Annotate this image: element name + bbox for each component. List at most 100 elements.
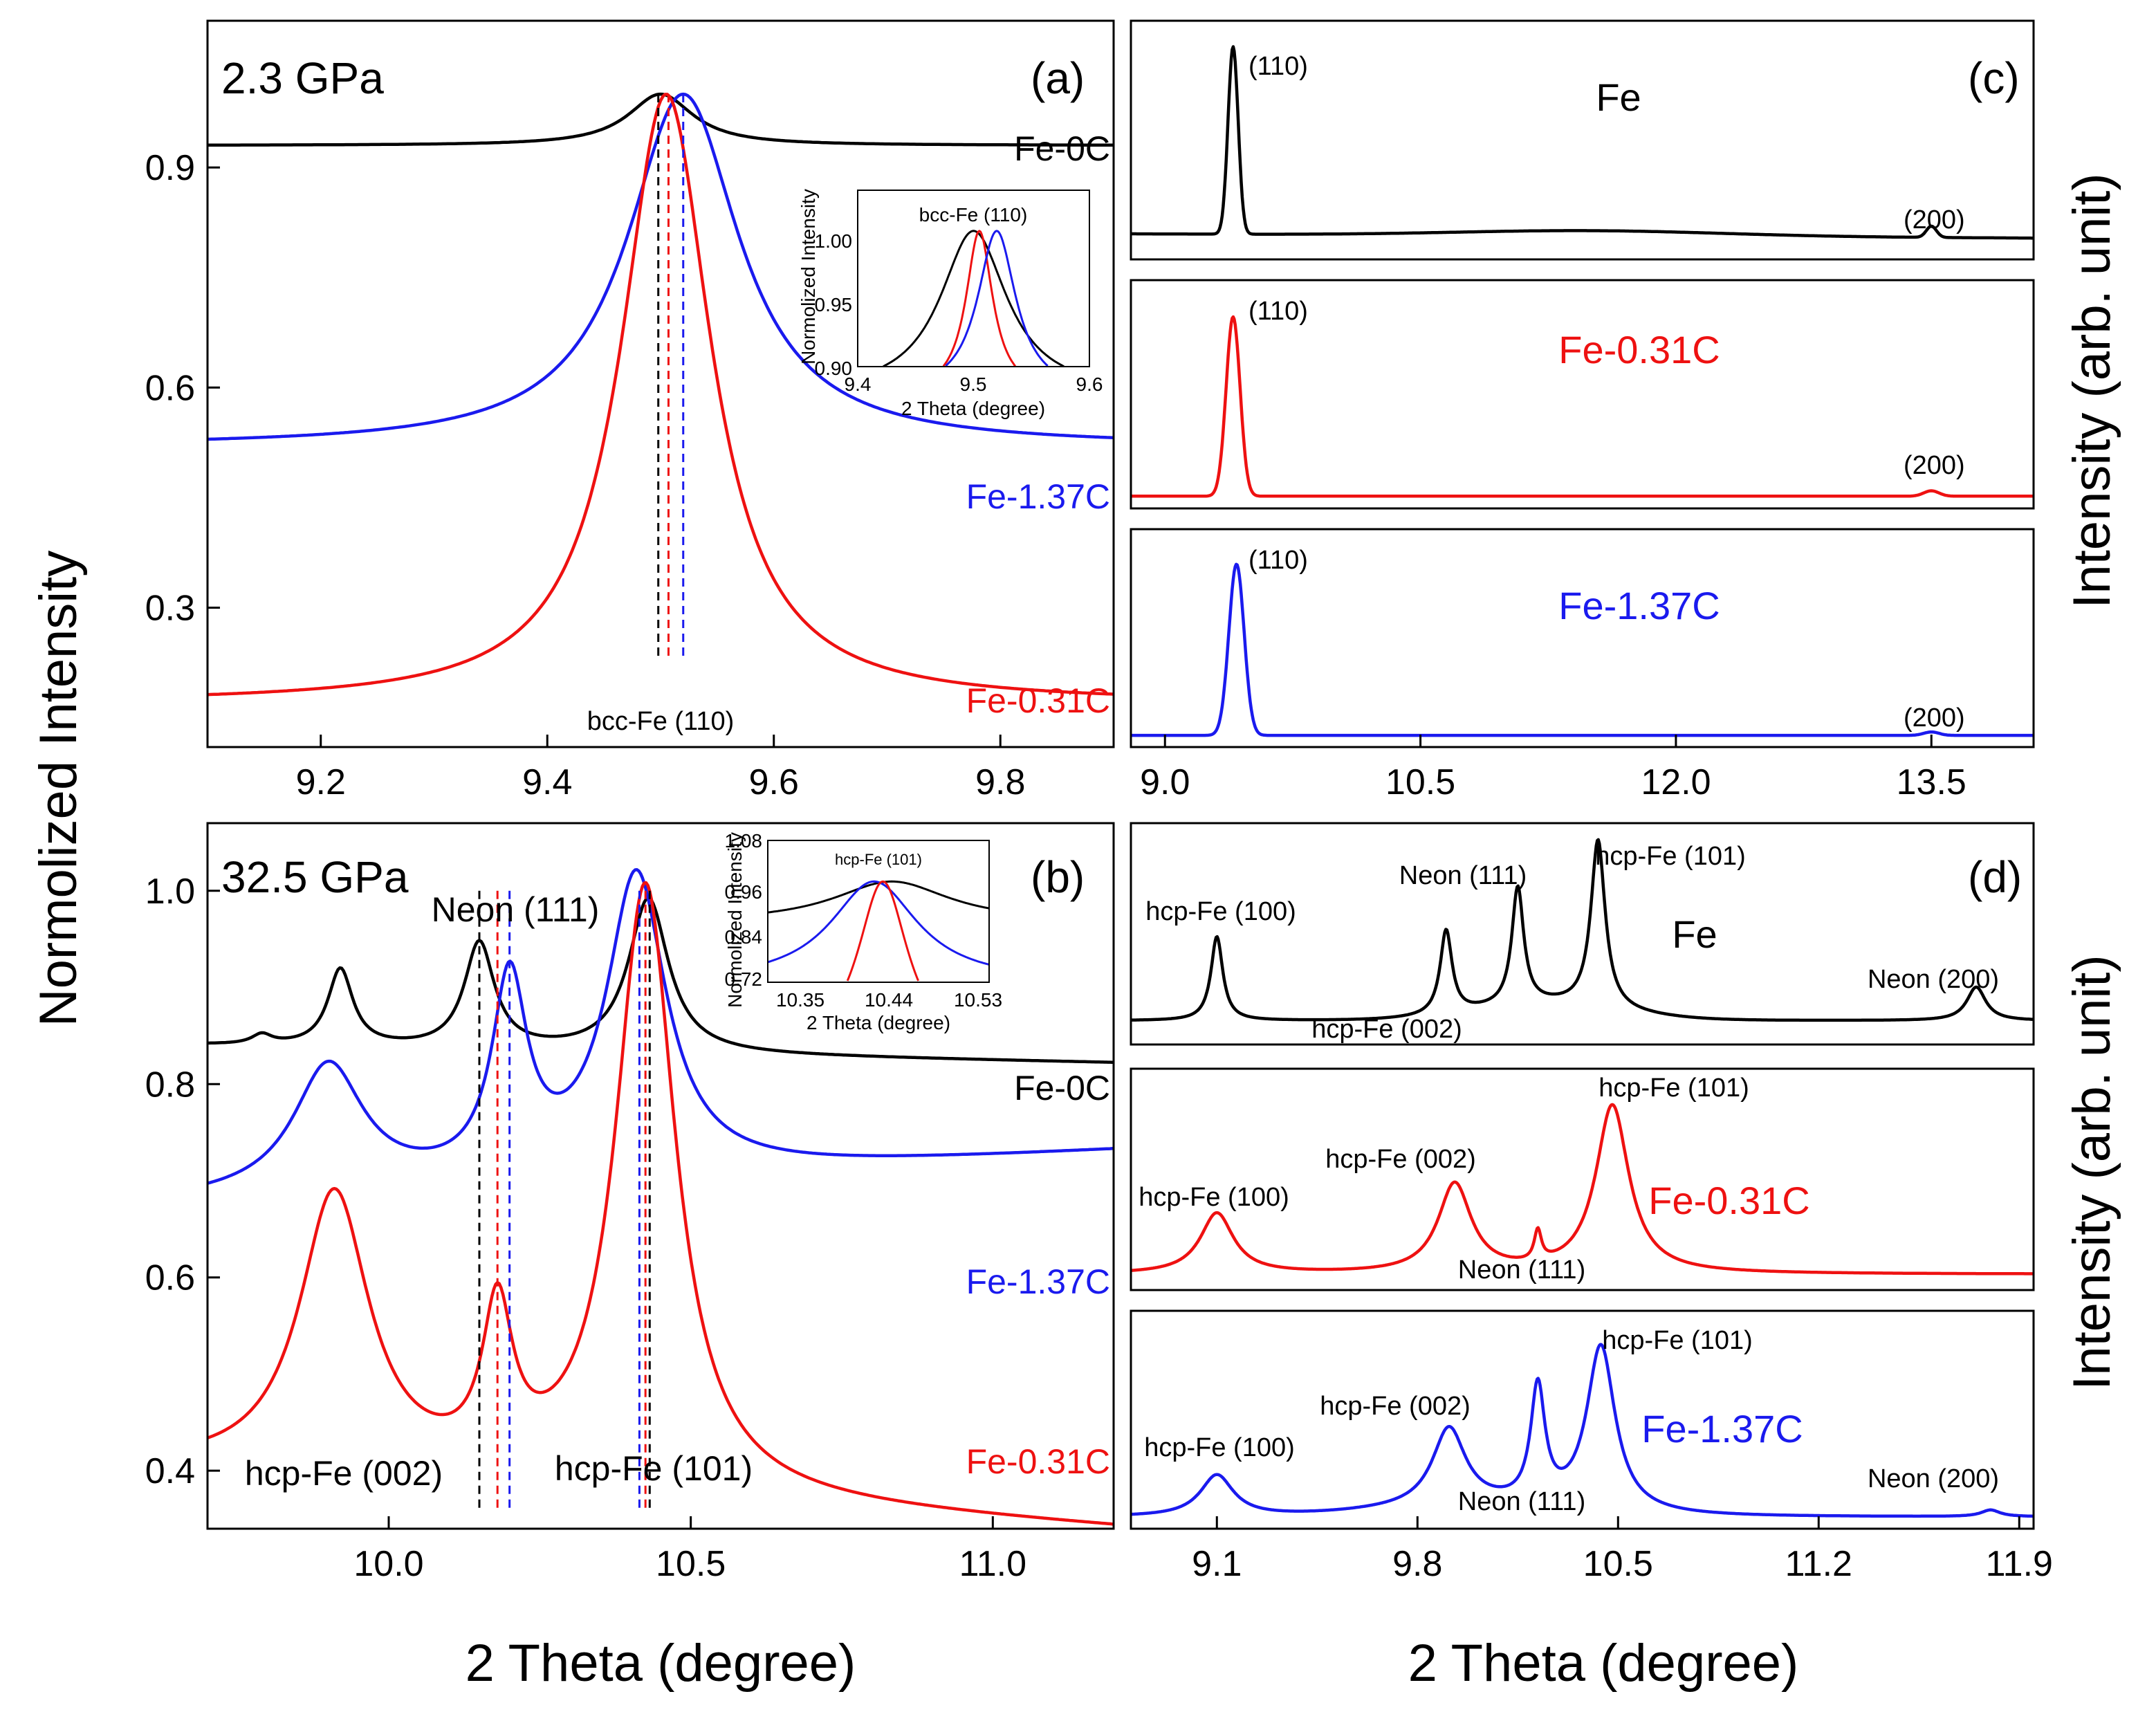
panel-d-xtick-label-3: 11.2 — [1785, 1544, 1852, 1584]
panel-a-label: (a) — [1031, 53, 1085, 103]
panel-d-series-2 — [1130, 1343, 2034, 1518]
inset-b-ytick-1: 0.84 — [725, 926, 763, 948]
d2-hcp002: hcp-Fe (002) — [1325, 1145, 1476, 1174]
inset-a-ylabel: Normolized Intensity — [798, 189, 819, 365]
inset-b-ytick-2: 0.96 — [725, 881, 763, 903]
panel-b-xtick-label-1: 10.5 — [656, 1544, 726, 1584]
panel-d-label: (d) — [1968, 852, 2022, 902]
panel-d-xtick-label-1: 9.8 — [1392, 1544, 1442, 1584]
inset-a-xlabel: 2 Theta (degree) — [901, 398, 1045, 419]
inset-b-xtick-2: 10.53 — [954, 989, 1002, 1011]
panel-c-name-fe031c: Fe-0.31C — [1558, 328, 1720, 371]
panel-b-frame — [206, 822, 1115, 1530]
panel-a-xtick-label-0: 9.2 — [296, 762, 346, 802]
panel-c-frame-1 — [1130, 279, 2035, 510]
panel-b-curves — [207, 868, 1114, 1526]
panel-c-fe-110: (110) — [1249, 52, 1308, 81]
inset-b-xtick-0: 10.35 — [776, 989, 824, 1011]
panel-b-series-0 — [208, 896, 1114, 1064]
panel-a-xtick-label-3: 9.8 — [975, 762, 1025, 802]
panel-c-fe031c-110: (110) — [1249, 297, 1308, 326]
panel-c-series-0 — [1130, 45, 2034, 240]
panel-b-annot-neon111: Neon (111) — [432, 890, 600, 929]
panel-b: 10.0 10.5 11.0 0.4 0.6 0.8 1.0 32.5 GPa (b) Fe… — [145, 822, 1115, 1693]
d3-hcp100: hcp-Fe (100) — [1144, 1433, 1295, 1462]
panel-b-inset-title: hcp-Fe (101) — [835, 851, 922, 868]
panel-d-frame-1 — [1130, 1067, 2035, 1291]
panel-a-inset-series-1 — [942, 230, 1017, 367]
panel-c-fe137c-200: (200) — [1904, 703, 1965, 733]
panel-b-legend-fe137c: Fe-1.37C — [966, 1262, 1110, 1301]
panel-b-xtick-label-2: 11.0 — [959, 1544, 1026, 1584]
panel-b-annot-hcp002: hcp-Fe (002) — [245, 1454, 443, 1493]
d1-hcp002: hcp-Fe (002) — [1311, 1015, 1462, 1044]
d1-hcp101: hcp-Fe (101) — [1595, 842, 1746, 871]
panel-a-series-0 — [208, 92, 1114, 147]
panel-a-ytick-label-2: 0.9 — [145, 148, 195, 188]
panel-b-xlabel: 2 Theta (degree) — [466, 1634, 856, 1693]
panel-d-name-fe: Fe — [1672, 912, 1717, 956]
panel-c-xtick-label-0: 9.0 — [1140, 762, 1190, 802]
panel-b-legend-fe0c: Fe-0C — [1014, 1069, 1110, 1107]
panel-c-subplots — [1130, 19, 2035, 748]
panel-c-xtick-label-2: 12.0 — [1641, 762, 1711, 802]
panel-d-xtick-label-2: 10.5 — [1583, 1544, 1653, 1584]
panel-a-curves — [207, 92, 1114, 697]
inset-b-xtick-1: 10.44 — [865, 989, 913, 1011]
panel-b-label: (b) — [1031, 852, 1085, 902]
panel-b-ticks: 10.0 10.5 11.0 0.4 0.6 0.8 1.0 — [145, 872, 1026, 1584]
panel-b-series-2 — [207, 881, 1114, 1526]
panel-a-ticks: 9.2 9.4 9.6 9.8 0.3 0.6 0.9 — [145, 148, 1026, 802]
panel-a-pressure: 2.3 GPa — [221, 53, 384, 103]
panel-d-series-0 — [1130, 838, 2034, 1022]
panel-b-xtick-label-0: 10.0 — [353, 1544, 423, 1584]
panel-d-xlabel: 2 Theta (degree) — [1408, 1634, 1799, 1693]
panel-c-fe-200: (200) — [1904, 205, 1965, 234]
panel-a-legend-fe031c: Fe-0.31C — [966, 681, 1110, 720]
panel-a-inset-series-0 — [883, 230, 1065, 368]
d2-hcp100: hcp-Fe (100) — [1139, 1183, 1289, 1212]
panel-d: 9.1 9.8 10.5 11.2 11.9 (d) Fe Fe-0.31C Fe-1.… — [1130, 822, 2121, 1693]
panel-b-ref-lines — [478, 890, 651, 1510]
panel-b-inset-curves — [767, 880, 990, 982]
inset-a-xtick-0: 9.4 — [845, 374, 872, 395]
panel-a-series-1 — [207, 92, 1114, 441]
panel-a-ytick-label-1: 0.6 — [145, 368, 195, 408]
panel-a-frame — [206, 19, 1115, 748]
panel-a-xtick-label-2: 9.6 — [749, 762, 799, 802]
panel-c-name-fe: Fe — [1596, 75, 1641, 119]
panel-c-series-1 — [1130, 315, 2034, 498]
panel-c-xtick-label-1: 10.5 — [1385, 762, 1455, 802]
panel-b-ytick-label-0: 0.4 — [145, 1451, 195, 1491]
panel-b-legend-fe031c: Fe-0.31C — [966, 1442, 1110, 1481]
panel-c: 9.0 10.5 12.0 13.5 (c) Fe Fe-0.31C Fe-1.37C… — [1130, 19, 2121, 802]
panel-d-xtick-label-0: 9.1 — [1192, 1544, 1242, 1584]
panel-d-frame-2 — [1130, 1309, 2035, 1530]
panel-b-inset-series-2 — [846, 880, 919, 982]
panel-c-xtick-label-3: 13.5 — [1897, 762, 1966, 802]
panel-a: 9.2 9.4 9.6 9.80.30.60.9 2.3 GPa (a) Fe-0C … — [145, 19, 1115, 802]
d1-hcp100: hcp-Fe (100) — [1145, 897, 1296, 926]
panel-c-frame-0 — [1130, 19, 2035, 261]
panel-c-fe137c-110: (110) — [1249, 546, 1308, 575]
inset-a-xtick-2: 9.6 — [1076, 374, 1103, 395]
panel-d-frame-0 — [1130, 822, 2035, 1046]
panel-d-subplots — [1130, 822, 2035, 1530]
panel-b-inset: hcp-Fe (101) 10.35 10.44 10.53 0.72 0.84… — [724, 830, 1002, 1033]
panel-c-name-fe137c: Fe-1.37C — [1558, 584, 1720, 627]
inset-a-xtick-1: 9.5 — [960, 374, 987, 395]
panel-a-peak-label: bcc-Fe (110) — [587, 707, 735, 736]
d2-hcp101: hcp-Fe (101) — [1598, 1074, 1749, 1103]
panel-d-ticks: 9.1 9.8 10.5 11.2 11.9 — [1192, 1516, 2053, 1584]
d1-neon111: Neon (111) — [1399, 861, 1527, 890]
panel-b-ytick-label-3: 1.0 — [145, 872, 195, 912]
panel-d-xtick-label-4: 11.9 — [1986, 1544, 2053, 1584]
panel-d-ylabel: Intensity (arb. unit) — [2063, 955, 2121, 1390]
panel-a-xtick-label-1: 9.4 — [522, 762, 572, 802]
panel-c-fe031c-200: (200) — [1904, 451, 1965, 480]
panel-c-series-2 — [1130, 562, 2034, 737]
d3-neon111: Neon (111) — [1458, 1487, 1585, 1516]
panel-b-ytick-label-2: 0.8 — [145, 1065, 195, 1105]
